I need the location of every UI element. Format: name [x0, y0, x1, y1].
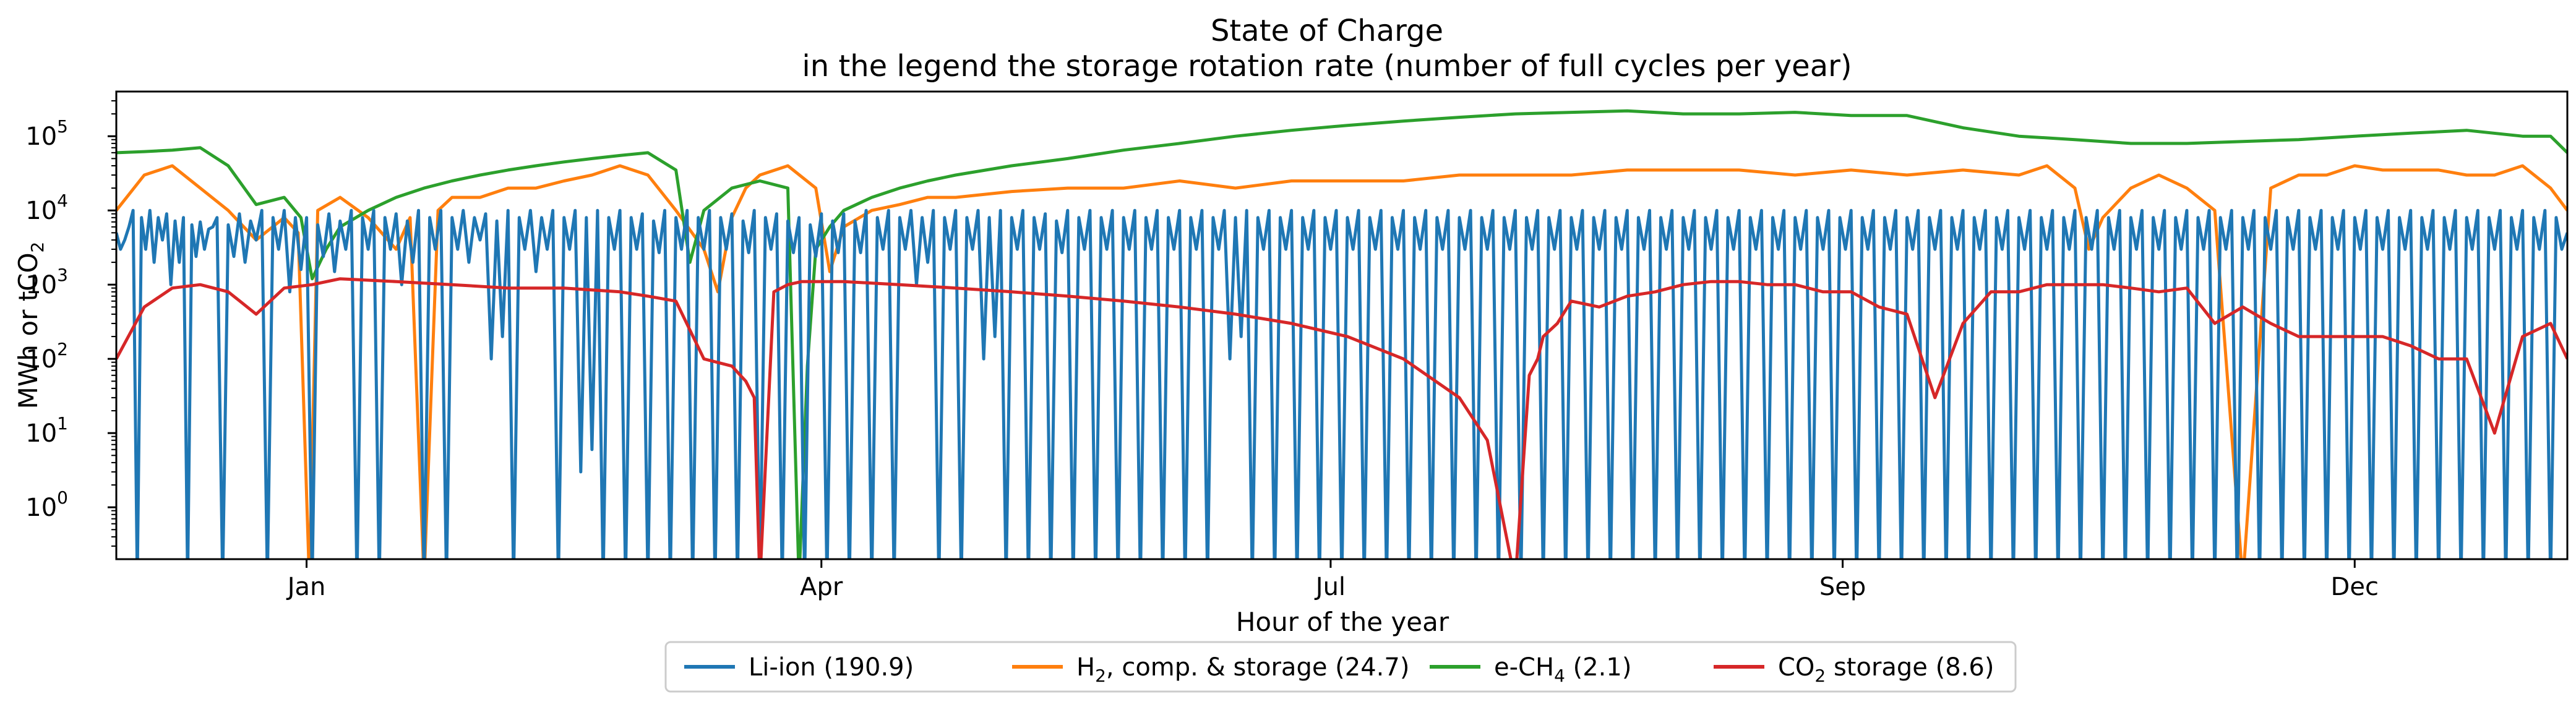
- series-line-0: [116, 208, 2567, 559]
- legend-label-part: e-CH: [1494, 653, 1554, 682]
- y-tick-label: 103: [25, 265, 68, 299]
- y-tick-base: 10: [25, 494, 57, 522]
- legend-label-sub: 2: [1814, 666, 1826, 686]
- y-tick-base: 10: [25, 122, 57, 151]
- series-layer: [116, 109, 2567, 559]
- x-tick-label: Jan: [286, 573, 326, 601]
- x-tick-label: Apr: [800, 573, 843, 601]
- plot-frame: [115, 90, 2569, 560]
- y-tick-base: 10: [25, 419, 57, 448]
- legend: Li-ion (190.9) H2, comp. & storage (24.7)…: [664, 641, 2017, 693]
- y-tick-base: 10: [25, 345, 57, 374]
- series-line-2: [116, 109, 2567, 559]
- legend-label-part: (2.1): [1565, 653, 1632, 682]
- legend-label-1: H2, comp. & storage (24.7): [1076, 653, 1409, 686]
- legend-label-0: Li-ion (190.9): [749, 653, 914, 682]
- x-axis-label: Hour of the year: [1236, 607, 1449, 637]
- y-axis-label-sub: 2: [27, 242, 48, 253]
- series-line-3: [116, 277, 2567, 559]
- y-tick-label: 104: [25, 191, 68, 225]
- legend-label-part: Li-ion (190.9): [749, 653, 914, 682]
- x-tick-label: Sep: [1819, 573, 1866, 601]
- legend-label-part: CO: [1778, 653, 1814, 682]
- legend-label-part: , comp. & storage (24.7): [1106, 653, 1410, 682]
- legend-label-3: CO2 storage (8.6): [1778, 653, 1994, 686]
- legend-label-2: e-CH4 (2.1): [1494, 653, 1631, 686]
- y-tick-exp: 1: [57, 413, 68, 434]
- legend-label-sub: 4: [1554, 666, 1565, 686]
- y-tick-exp: 2: [57, 339, 68, 359]
- y-axis-label-main: MWh or tCO: [13, 252, 43, 409]
- y-tick-base: 10: [25, 271, 57, 299]
- y-tick-base: 10: [25, 197, 57, 225]
- chart-subtitle: in the legend the storage rotation rate …: [802, 49, 1852, 84]
- y-tick-exp: 5: [57, 116, 68, 137]
- y-tick-label: 102: [25, 339, 68, 374]
- y-tick-label: 100: [25, 487, 68, 522]
- chart-title: State of Charge: [1211, 14, 1443, 48]
- y-tick-label: 101: [25, 413, 68, 448]
- y-tick-exp: 3: [57, 265, 68, 285]
- y-tick-exp: 0: [57, 487, 68, 508]
- x-axis: Jan Apr Jul Sep Dec: [286, 559, 2379, 601]
- y-tick-label: 105: [25, 116, 68, 151]
- x-tick-label: Dec: [2331, 573, 2379, 601]
- y-axis-label: MWh or tCO2: [13, 242, 48, 409]
- y-tick-exp: 4: [57, 191, 68, 211]
- legend-label-sub: 2: [1095, 666, 1106, 686]
- x-tick-label: Jul: [1314, 573, 1346, 601]
- legend-frame: [664, 641, 2017, 693]
- legend-label-part: H: [1076, 653, 1095, 682]
- legend-label-part: storage (8.6): [1826, 653, 1994, 682]
